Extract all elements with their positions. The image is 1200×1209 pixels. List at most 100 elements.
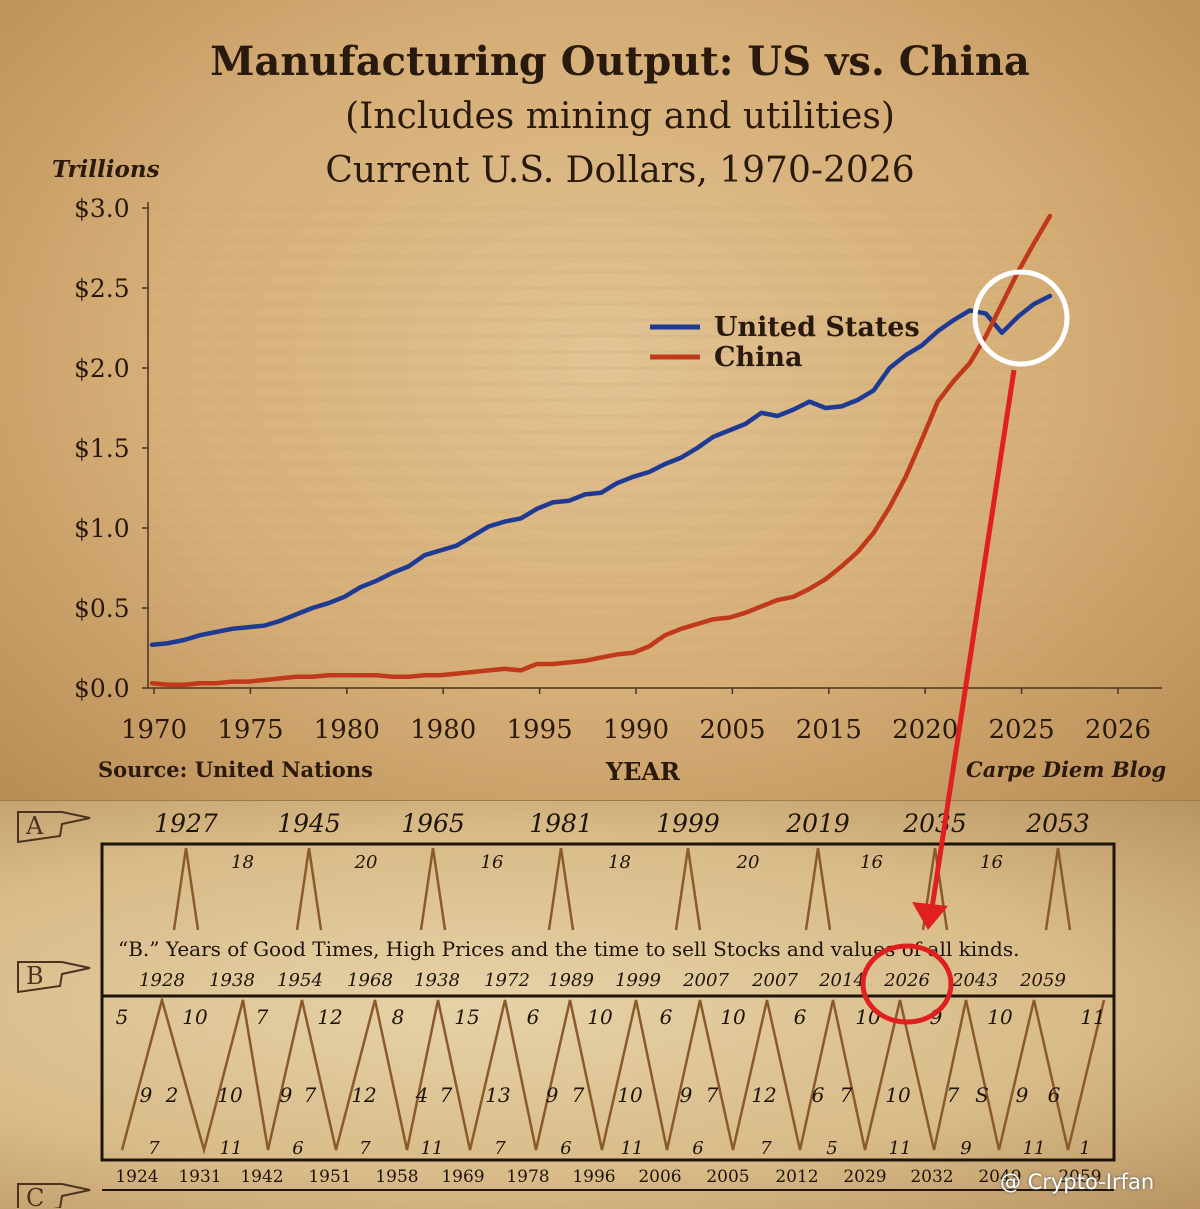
- legend-label: United States: [714, 312, 920, 343]
- row-b-caption: “B.” Years of Good Times, High Prices an…: [118, 937, 1019, 961]
- x-tick-label: 1980: [314, 715, 380, 745]
- row-b-year: 2026: [883, 970, 930, 991]
- row-c-mid-number: 7: [706, 1083, 719, 1107]
- row-c-year: 1931: [178, 1167, 221, 1187]
- row-b-year: 2007: [682, 970, 729, 991]
- x-tick-label: 1970: [121, 715, 187, 745]
- row-c-mid-number: 9: [680, 1083, 693, 1107]
- y-tick-label: $1.5: [74, 434, 130, 463]
- row-c-year: 2006: [638, 1167, 681, 1187]
- row-c-mid-number: 7: [572, 1083, 585, 1107]
- row-b-year: 2043: [951, 970, 998, 991]
- row-marker-letter: B: [26, 962, 44, 990]
- row-c-year: 2049: [978, 1167, 1021, 1187]
- row-a-peak: [547, 847, 575, 931]
- row-b-year: 1972: [484, 970, 530, 991]
- row-c-bottom-number: 7: [359, 1138, 371, 1159]
- annotation-arrow-head: [912, 902, 948, 930]
- annotation-circle: [972, 269, 1070, 367]
- row-c-bottom-number: 7: [760, 1138, 772, 1159]
- row-a-year: 2019: [785, 809, 850, 838]
- row-c-year: 1924: [115, 1167, 158, 1187]
- row-c-bottom-number: 6: [292, 1138, 303, 1159]
- row-c-year: 1951: [308, 1167, 351, 1187]
- row-marker-letter: A: [25, 812, 44, 840]
- row-a-peak: [1044, 847, 1072, 931]
- y-tick-label: $2.5: [74, 274, 130, 303]
- chart-subtitle-1: (Includes mining and utilities): [345, 96, 895, 137]
- row-a-span: 20: [736, 852, 760, 873]
- row-a-year: 1965: [401, 809, 465, 838]
- row-b-year: 1968: [347, 970, 393, 991]
- row-c-mid-number: 9: [280, 1083, 293, 1107]
- annotation-arrow-shaft: [929, 369, 1017, 909]
- series-line-united-states: [149, 293, 1053, 648]
- row-c-bottom-number: 6: [560, 1138, 571, 1159]
- row-a-year: 1927: [154, 809, 218, 838]
- pointing-hand-icon: [17, 961, 91, 994]
- row-c-top-number: 6: [527, 1005, 540, 1029]
- row-c-top-number: 5: [116, 1005, 129, 1029]
- series-line-china: [149, 213, 1053, 688]
- row-c-year: 2059: [1058, 1167, 1101, 1187]
- row-b-year: 1954: [277, 970, 323, 991]
- benner-row-c-frame: [100, 994, 1116, 1162]
- row-b-year: 2014: [818, 970, 865, 991]
- row-c-bottom-number: 7: [148, 1138, 160, 1159]
- row-b-year: 1938: [414, 970, 460, 991]
- row-c-top-number: 7: [256, 1005, 269, 1029]
- y-tick-label: $1.0: [74, 514, 130, 543]
- watermark: @ Crypto-Irfan: [1000, 1170, 1155, 1194]
- row-c-bottom-number: 11: [421, 1138, 444, 1159]
- y-tick-label: $0.5: [74, 594, 130, 623]
- x-tick-label: 1980: [410, 715, 476, 745]
- row-a-year: 2053: [1025, 809, 1090, 838]
- row-c-bottom-number: 11: [1023, 1138, 1046, 1159]
- row-a-peak: [419, 847, 447, 931]
- row-c-mid-number: 7: [304, 1083, 317, 1107]
- credit-note: Carpe Diem Blog: [966, 757, 1167, 782]
- row-c-bottom-number: 11: [220, 1138, 243, 1159]
- row-c-mid-number: 6: [812, 1083, 825, 1107]
- y-axis-unit-label: Trillions: [52, 156, 160, 183]
- row-c-mid-number: 10: [885, 1083, 911, 1107]
- row-c-year: 1942: [240, 1167, 283, 1187]
- y-tick-label: $2.0: [74, 354, 130, 383]
- x-tick-label: 2025: [989, 715, 1055, 745]
- row-c-mid-number: 2: [165, 1083, 179, 1107]
- row-a-peak: [921, 847, 949, 931]
- row-c-mid-number: 9: [140, 1083, 153, 1107]
- row-b-year: 1938: [209, 970, 255, 991]
- highlight-circle-2026: [860, 943, 954, 1025]
- row-c-mid-number: 10: [617, 1083, 643, 1107]
- row-c-top-number: 6: [660, 1005, 673, 1029]
- row-c-bottom-number: 11: [621, 1138, 644, 1159]
- x-tick-label: 2026: [1085, 715, 1151, 745]
- row-c-bottom-number: 6: [692, 1138, 703, 1159]
- row-c-mid-number: S: [975, 1083, 989, 1107]
- row-marker-letter: C: [26, 1184, 44, 1208]
- x-axis-title: YEAR: [606, 757, 680, 786]
- row-c-year: 1958: [375, 1167, 418, 1187]
- row-c-year: 1969: [441, 1167, 484, 1187]
- row-c-top-number: 15: [454, 1005, 479, 1029]
- row-c-year: 1978: [506, 1167, 549, 1187]
- row-b-year: 1999: [615, 970, 661, 991]
- row-c-year: 2032: [910, 1167, 953, 1187]
- row-c-mid-number: 9: [1016, 1083, 1029, 1107]
- row-a-year: 2035: [902, 809, 967, 838]
- row-c-mid-number: 13: [485, 1083, 510, 1107]
- row-a-year: 1999: [656, 809, 720, 838]
- row-c-mid-number: 10: [217, 1083, 243, 1107]
- row-a-span: 18: [608, 852, 631, 873]
- x-tick-label: 2020: [892, 715, 958, 745]
- row-c-top-number: 12: [317, 1005, 342, 1029]
- row-c-mid-number: 12: [751, 1083, 776, 1107]
- x-tick-label: 1995: [507, 715, 573, 745]
- row-c-year: 2012: [775, 1167, 818, 1187]
- row-c-zigzag: [120, 995, 1106, 1155]
- row-c-top-number: 10: [855, 1005, 881, 1029]
- row-b-year: 1989: [548, 970, 594, 991]
- row-c-top-number: 8: [392, 1005, 405, 1029]
- x-tick-label: 2015: [796, 715, 862, 745]
